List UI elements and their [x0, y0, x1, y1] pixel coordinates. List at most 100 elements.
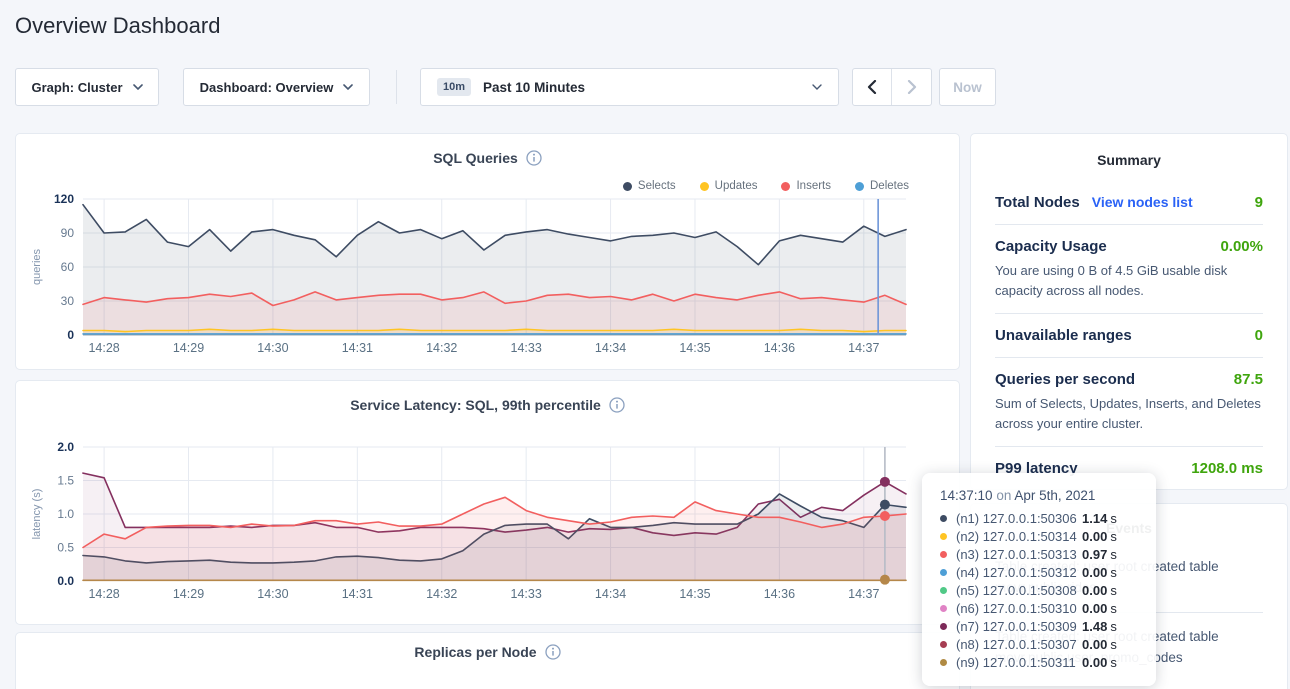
tooltip-value-unit: s	[1110, 583, 1117, 598]
divider	[995, 224, 1263, 225]
svg-text:14:29: 14:29	[173, 587, 204, 601]
svg-text:0.0: 0.0	[57, 574, 74, 588]
replicas-per-node-title: Replicas per Node	[414, 644, 536, 660]
service-latency-card: Service Latency: SQL, 99th percentile 14…	[15, 380, 960, 625]
tooltip-timestamp: 14:37:10 on Apr 5th, 2021	[940, 488, 1156, 503]
tooltip-value-unit: s	[1110, 637, 1117, 652]
graph-dropdown[interactable]: Graph: Cluster	[15, 68, 159, 106]
time-nav-buttons	[852, 68, 932, 106]
node-color-dot-icon	[940, 641, 947, 648]
capacity-usage-label: Capacity Usage	[995, 238, 1107, 255]
time-range-label: Past 10 Minutes	[483, 80, 585, 95]
svg-text:14:30: 14:30	[257, 341, 288, 355]
tooltip-node-value: 0.00	[1082, 529, 1107, 544]
tooltip-value-unit: s	[1110, 547, 1117, 562]
node-color-dot-icon	[940, 587, 947, 594]
svg-text:14:36: 14:36	[764, 341, 795, 355]
tooltip-node-value: 0.00	[1082, 601, 1107, 616]
tooltip-node-row: (n5) 127.0.0.1:503080.00s	[940, 581, 1156, 599]
tooltip-node-row: (n7) 127.0.0.1:503091.48s	[940, 617, 1156, 635]
graph-dropdown-label: Graph: Cluster	[31, 80, 122, 95]
time-range-badge: 10m	[437, 78, 471, 96]
tooltip-value-unit: s	[1110, 529, 1117, 544]
svg-text:14:28: 14:28	[88, 341, 119, 355]
svg-text:1.5: 1.5	[57, 474, 74, 488]
svg-text:14:34: 14:34	[595, 341, 626, 355]
node-color-dot-icon	[940, 569, 947, 576]
svg-text:2.0: 2.0	[57, 440, 74, 454]
divider	[995, 313, 1263, 314]
svg-text:60: 60	[61, 260, 75, 274]
chevron-down-icon	[343, 84, 353, 90]
tooltip-node-row: (n9) 127.0.0.1:503110.00s	[940, 653, 1156, 671]
dashboard-dropdown[interactable]: Dashboard: Overview	[183, 68, 370, 106]
dashboard-dropdown-label: Dashboard: Overview	[200, 80, 334, 95]
svg-text:14:34: 14:34	[595, 587, 626, 601]
svg-text:14:37: 14:37	[848, 587, 879, 601]
svg-text:14:31: 14:31	[342, 341, 373, 355]
controls-divider	[396, 70, 397, 104]
tooltip-node-row: (n6) 127.0.0.1:503100.00s	[940, 599, 1156, 617]
divider	[995, 357, 1263, 358]
tooltip-node-value: 0.00	[1082, 583, 1107, 598]
node-color-dot-icon	[940, 623, 947, 630]
svg-text:14:32: 14:32	[426, 587, 457, 601]
svg-text:14:33: 14:33	[511, 341, 542, 355]
tooltip-node-address: (n2) 127.0.0.1:50314	[956, 529, 1082, 544]
tooltip-node-row: (n1) 127.0.0.1:503061.14s	[940, 509, 1156, 527]
svg-text:14:31: 14:31	[342, 587, 373, 601]
queries-per-second-subtext: Sum of Selects, Updates, Inserts, and De…	[995, 394, 1263, 433]
svg-text:30: 30	[61, 294, 75, 308]
node-color-dot-icon	[940, 551, 947, 558]
tooltip-node-address: (n6) 127.0.0.1:50310	[956, 601, 1082, 616]
svg-text:14:30: 14:30	[257, 587, 288, 601]
svg-text:14:36: 14:36	[764, 587, 795, 601]
unavailable-ranges-value: 0	[1255, 327, 1263, 344]
node-color-dot-icon	[940, 659, 947, 666]
svg-text:90: 90	[61, 226, 75, 240]
node-color-dot-icon	[940, 605, 947, 612]
tooltip-node-value: 0.00	[1082, 655, 1107, 670]
tooltip-node-address: (n8) 127.0.0.1:50307	[956, 637, 1082, 652]
svg-text:14:28: 14:28	[88, 587, 119, 601]
time-forward-button[interactable]	[892, 69, 931, 105]
service-latency-chart[interactable]: 14:28 14:29 14:30 14:31 14:32 14:33 14:34 14:35…	[16, 381, 959, 624]
chevron-down-icon	[812, 84, 822, 90]
svg-text:14:29: 14:29	[173, 341, 204, 355]
tooltip-value-unit: s	[1110, 565, 1117, 580]
tooltip-node-row: (n2) 127.0.0.1:503140.00s	[940, 527, 1156, 545]
total-nodes-label: Total Nodes	[995, 194, 1080, 211]
tooltip-node-row: (n4) 127.0.0.1:503120.00s	[940, 563, 1156, 581]
tooltip-node-address: (n5) 127.0.0.1:50308	[956, 583, 1082, 598]
svg-text:14:32: 14:32	[426, 341, 457, 355]
tooltip-value-unit: s	[1110, 655, 1117, 670]
chart-tooltip: 14:37:10 on Apr 5th, 2021 (n1) 127.0.0.1…	[922, 473, 1156, 686]
chevron-down-icon	[133, 84, 143, 90]
sql-queries-chart[interactable]: 14:2814:2914:3014:3114:3214:3314:3414:35…	[16, 134, 959, 369]
capacity-usage-value: 0.00%	[1220, 238, 1263, 255]
tooltip-node-value: 0.00	[1082, 565, 1107, 580]
time-range-picker[interactable]: 10m Past 10 Minutes	[420, 68, 839, 106]
svg-text:latency (s): latency (s)	[31, 489, 43, 540]
chevron-left-icon	[867, 80, 877, 94]
replicas-per-node-card: Replicas per Node	[15, 632, 960, 689]
svg-text:14:37: 14:37	[848, 341, 879, 355]
tooltip-node-address: (n9) 127.0.0.1:50311	[956, 655, 1082, 670]
view-nodes-list-link[interactable]: View nodes list	[1092, 194, 1193, 210]
total-nodes-value: 9	[1255, 194, 1263, 211]
svg-text:14:33: 14:33	[511, 587, 542, 601]
unavailable-ranges-label: Unavailable ranges	[995, 327, 1132, 344]
svg-text:120: 120	[54, 192, 74, 206]
node-color-dot-icon	[940, 515, 947, 522]
svg-text:queries: queries	[31, 248, 43, 285]
capacity-usage-subtext: You are using 0 B of 4.5 GiB usable disk…	[995, 261, 1263, 300]
summary-heading: Summary	[995, 152, 1263, 168]
time-back-button[interactable]	[853, 69, 892, 105]
queries-per-second-label: Queries per second	[995, 371, 1135, 388]
summary-panel: Summary Total Nodes View nodes list 9 Ca…	[970, 133, 1288, 490]
info-icon[interactable]	[545, 644, 561, 660]
svg-text:14:35: 14:35	[679, 587, 710, 601]
divider	[995, 446, 1263, 447]
tooltip-node-address: (n1) 127.0.0.1:50306	[956, 511, 1082, 526]
now-button[interactable]: Now	[939, 68, 996, 106]
